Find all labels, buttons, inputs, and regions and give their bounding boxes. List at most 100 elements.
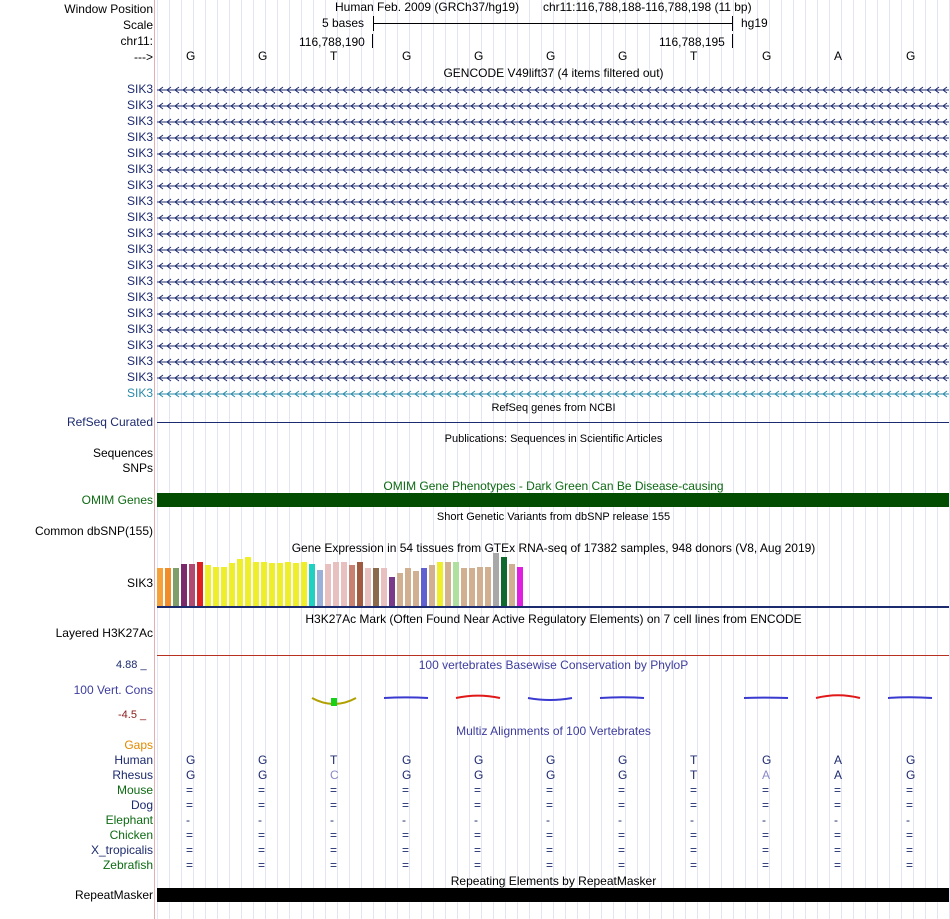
pubs-label-snps[interactable]: SNPs	[122, 461, 153, 475]
gencode-transcript[interactable]	[157, 389, 949, 399]
multiz-gaps-label[interactable]: Gaps	[124, 738, 153, 752]
gencode-transcript[interactable]	[157, 309, 949, 319]
gtex-tissue-bar[interactable]	[157, 568, 163, 606]
multiz-title[interactable]: Multiz Alignments of 100 Vertebrates	[456, 724, 651, 738]
gencode-transcript[interactable]	[157, 277, 949, 287]
h3k27ac-title[interactable]: H3K27Ac Mark (Often Found Near Active Re…	[305, 612, 802, 626]
gencode-gene-label[interactable]: SIK3	[126, 226, 153, 240]
gtex-tissue-bar[interactable]	[461, 568, 467, 606]
phylop-base-score[interactable]	[455, 694, 501, 699]
phylop-base-score[interactable]	[815, 694, 861, 699]
refseq-gene-line[interactable]	[157, 422, 949, 423]
gencode-transcript[interactable]	[157, 133, 949, 143]
gtex-tissue-bar[interactable]	[269, 563, 275, 606]
gtex-tissue-bar[interactable]	[221, 567, 227, 606]
gencode-gene-label[interactable]: SIK3	[126, 242, 153, 256]
multiz-species-label[interactable]: Human	[114, 753, 153, 767]
refseq-title[interactable]: RefSeq genes from NCBI	[491, 402, 616, 414]
gtex-tissue-bar[interactable]	[397, 573, 403, 606]
position-readout[interactable]: chr11:116,788,188-116,788,198 (11 bp)	[543, 0, 752, 14]
phylop-title[interactable]: 100 vertebrates Basewise Conservation by…	[418, 658, 689, 672]
gtex-tissue-bar[interactable]	[301, 562, 307, 606]
gencode-transcript[interactable]	[157, 341, 949, 351]
gencode-gene-label[interactable]: SIK3	[126, 322, 153, 336]
pubs-label-sequences[interactable]: Sequences	[92, 446, 153, 460]
repeatmasker-element[interactable]	[157, 888, 949, 902]
gencode-transcript[interactable]	[157, 245, 949, 255]
dbsnp-title[interactable]: Short Genetic Variants from dbSNP releas…	[436, 511, 671, 523]
gencode-transcript[interactable]	[157, 181, 949, 191]
phylop-base-score[interactable]	[311, 697, 357, 706]
gencode-gene-label[interactable]: SIK3	[126, 370, 153, 384]
gtex-tissue-bar[interactable]	[229, 563, 235, 606]
gtex-tissue-bar[interactable]	[357, 562, 363, 606]
gtex-tissue-bar[interactable]	[381, 568, 387, 606]
gencode-transcript[interactable]	[157, 325, 949, 335]
gencode-transcript[interactable]	[157, 293, 949, 303]
phylop-label[interactable]: 100 Vert. Cons	[73, 683, 153, 697]
repeatmasker-title[interactable]: Repeating Elements by RepeatMasker	[450, 874, 657, 888]
gtex-tissue-bar[interactable]	[309, 564, 315, 606]
gtex-tissue-bar[interactable]	[325, 564, 331, 606]
gencode-transcript[interactable]	[157, 117, 949, 127]
gencode-gene-label[interactable]: SIK3	[126, 258, 153, 272]
gtex-tissue-bar[interactable]	[237, 559, 243, 606]
dbsnp-label[interactable]: Common dbSNP(155)	[34, 524, 153, 538]
gencode-gene-label[interactable]: SIK3	[126, 82, 153, 96]
h3k27ac-label[interactable]: Layered H3K27Ac	[55, 626, 153, 640]
gencode-transcript[interactable]	[157, 357, 949, 367]
gtex-tissue-bar[interactable]	[261, 562, 267, 606]
gtex-tissue-bar[interactable]	[333, 562, 339, 606]
gencode-transcript[interactable]	[157, 149, 949, 159]
gtex-tissue-bar[interactable]	[477, 567, 483, 606]
gencode-gene-label[interactable]: SIK3	[126, 194, 153, 208]
gtex-tissue-bar[interactable]	[429, 565, 435, 606]
gencode-gene-label[interactable]: SIK3	[126, 210, 153, 224]
multiz-species-label[interactable]: Zebrafish	[102, 858, 153, 872]
gtex-gene-line[interactable]	[157, 606, 949, 608]
gencode-transcript[interactable]	[157, 229, 949, 239]
gencode-gene-label[interactable]: SIK3	[126, 114, 153, 128]
multiz-species-label[interactable]: Chicken	[109, 828, 153, 842]
phylop-base-score[interactable]	[887, 696, 933, 699]
gtex-tissue-bar[interactable]	[245, 557, 251, 606]
refseq-label[interactable]: RefSeq Curated	[66, 415, 153, 429]
gencode-gene-label[interactable]: SIK3	[126, 98, 153, 112]
gtex-tissue-bar[interactable]	[365, 568, 371, 606]
gtex-tissue-bar[interactable]	[493, 553, 499, 606]
gtex-tissue-bar[interactable]	[277, 563, 283, 606]
gencode-transcript[interactable]	[157, 373, 949, 383]
multiz-species-label[interactable]: X_tropicalis	[90, 843, 153, 857]
gencode-gene-label[interactable]: SIK3	[126, 290, 153, 304]
gencode-gene-label[interactable]: SIK3	[126, 146, 153, 160]
gtex-tissue-bar[interactable]	[437, 562, 443, 606]
gencode-transcript[interactable]	[157, 85, 949, 95]
gtex-tissue-bar[interactable]	[517, 567, 523, 606]
phylop-base-score[interactable]	[599, 696, 645, 699]
gencode-gene-label[interactable]: SIK3	[126, 162, 153, 176]
multiz-species-label[interactable]: Mouse	[116, 783, 153, 797]
gencode-transcript[interactable]	[157, 165, 949, 175]
omim-title[interactable]: OMIM Gene Phenotypes - Dark Green Can Be…	[383, 479, 724, 493]
gtex-tissue-bar[interactable]	[293, 563, 299, 606]
gtex-tissue-bar[interactable]	[469, 568, 475, 606]
gtex-tissue-bar[interactable]	[205, 565, 211, 606]
gtex-tissue-bar[interactable]	[445, 562, 451, 606]
gencode-gene-label[interactable]: SIK3	[126, 338, 153, 352]
gencode-gene-label[interactable]: SIK3	[126, 306, 153, 320]
gtex-label[interactable]: SIK3	[126, 576, 153, 590]
gtex-tissue-bar[interactable]	[421, 568, 427, 606]
phylop-base-score[interactable]	[527, 697, 573, 701]
gtex-tissue-bar[interactable]	[405, 568, 411, 606]
gencode-transcript[interactable]	[157, 101, 949, 111]
gencode-gene-label[interactable]: SIK3	[126, 130, 153, 144]
gtex-tissue-bar[interactable]	[181, 564, 187, 606]
gtex-tissue-bar[interactable]	[501, 557, 507, 606]
gencode-gene-label[interactable]: SIK3	[126, 178, 153, 192]
gtex-tissue-bar[interactable]	[213, 567, 219, 606]
gtex-tissue-bar[interactable]	[373, 568, 379, 606]
gencode-gene-label[interactable]: SIK3	[126, 354, 153, 368]
gencode-gene-label[interactable]: SIK3	[126, 274, 153, 288]
gtex-tissue-bar[interactable]	[173, 568, 179, 606]
omim-label[interactable]: OMIM Genes	[81, 493, 153, 507]
